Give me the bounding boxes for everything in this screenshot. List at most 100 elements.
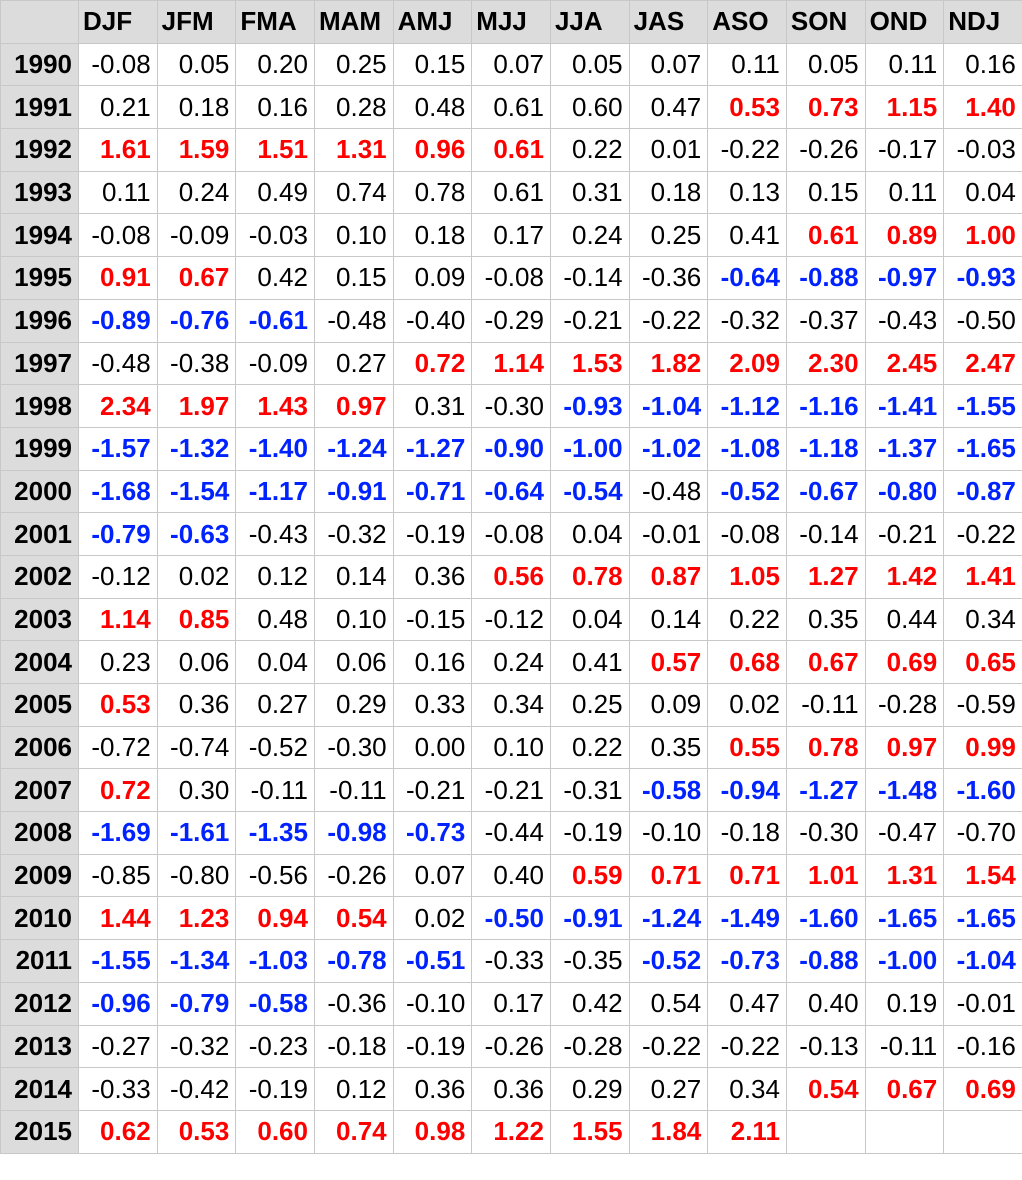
value-cell: 0.34 xyxy=(471,683,551,727)
value-cell: -0.73 xyxy=(707,939,787,983)
value-cell: 2.47 xyxy=(943,341,1022,386)
value-cell: 0.11 xyxy=(864,170,945,215)
value-cell: 0.33 xyxy=(392,683,473,727)
value-cell: 1.43 xyxy=(235,384,315,428)
value-cell: -0.70 xyxy=(943,811,1022,855)
value-cell: -0.19 xyxy=(549,811,630,855)
value-cell: 0.49 xyxy=(235,170,315,215)
column-header-jfm: JFM xyxy=(156,0,237,44)
value-cell: 2.30 xyxy=(785,341,866,386)
value-cell: -0.88 xyxy=(785,256,866,300)
value-cell: -0.36 xyxy=(628,256,709,300)
row-header-year: 2010 xyxy=(0,896,79,941)
value-cell: -0.71 xyxy=(392,469,473,514)
value-cell: -1.24 xyxy=(628,896,709,941)
table-row: 2000 -1.68 -1.54 -1.17 -0.91 -0.71 -0.64 -0.54-… xyxy=(0,469,1022,514)
value-cell: -0.08 xyxy=(78,42,158,87)
value-cell: 0.24 xyxy=(156,170,237,215)
row-header-year: 1994 xyxy=(0,213,79,258)
table-row: 1998 2.34 1.97 1.43 0.97 0.31 -0.30 -0.93 -1.04-… xyxy=(0,384,1022,428)
value-cell: 0.85 xyxy=(156,597,237,642)
value-cell: -0.78 xyxy=(313,939,394,983)
value-cell: 1.51 xyxy=(235,128,315,172)
value-cell: 2.45 xyxy=(864,341,945,386)
value-cell: 0.10 xyxy=(313,213,394,258)
value-cell: 0.17 xyxy=(471,981,551,1026)
value-cell: -0.73 xyxy=(392,811,473,855)
row-header-year: 2014 xyxy=(0,1067,79,1111)
value-cell: -1.08 xyxy=(707,426,787,471)
value-cell: 1.41 xyxy=(943,554,1022,599)
value-cell: 0.89 xyxy=(864,213,945,258)
value-cell: -0.64 xyxy=(471,469,551,514)
value-cell: -0.48 xyxy=(313,298,394,343)
value-cell: 0.14 xyxy=(313,554,394,599)
value-cell: 0.36 xyxy=(392,1067,473,1111)
value-cell: -1.34 xyxy=(156,939,237,983)
value-cell: -0.11 xyxy=(235,768,315,813)
value-cell: 0.59 xyxy=(549,853,630,898)
value-cell: -0.30 xyxy=(313,725,394,770)
table-row: 2011 -1.55 -1.34 -1.03 -0.78 -0.51 -0.33 -0.35-… xyxy=(0,939,1022,983)
value-cell: -0.19 xyxy=(235,1067,315,1111)
value-cell: -0.59 xyxy=(943,683,1022,727)
value-cell: 0.97 xyxy=(864,725,945,770)
value-cell: 0.91 xyxy=(78,256,158,300)
value-cell: 0.87 xyxy=(628,554,709,599)
value-cell: 0.41 xyxy=(707,213,787,258)
value-cell: 0.47 xyxy=(707,981,787,1026)
value-cell: -0.63 xyxy=(156,512,237,556)
column-header-djf: DJF xyxy=(78,0,158,44)
value-cell: -0.21 xyxy=(471,768,551,813)
value-cell: 0.54 xyxy=(785,1067,866,1111)
value-cell: 0.47 xyxy=(628,85,709,130)
value-cell: -0.94 xyxy=(707,768,787,813)
value-cell: 0.71 xyxy=(628,853,709,898)
header-row: DJF JFM FMA MAM AMJ MJJ JJA JAS ASO SON OND NDJ xyxy=(0,0,1022,44)
value-cell: 0.97 xyxy=(313,384,394,428)
table-row: 2006 -0.72 -0.74 -0.52 -0.30 0.00 0.10 0.22 0.35… xyxy=(0,725,1022,770)
value-cell: 0.31 xyxy=(392,384,473,428)
value-cell: 0.04 xyxy=(549,512,630,556)
value-cell: 0.31 xyxy=(549,170,630,215)
value-cell: -1.27 xyxy=(392,426,473,471)
value-cell: 0.25 xyxy=(313,42,394,87)
value-cell: -1.48 xyxy=(864,768,945,813)
value-cell: -1.02 xyxy=(628,426,709,471)
value-cell: -0.76 xyxy=(156,298,237,343)
value-cell: -0.67 xyxy=(785,469,866,514)
value-cell: -0.87 xyxy=(943,469,1022,514)
value-cell: -0.93 xyxy=(943,256,1022,300)
value-cell: 0.12 xyxy=(235,554,315,599)
table-row: 1999 -1.57 -1.32 -1.40 -1.24 -1.27 -0.90 -1.00-… xyxy=(0,426,1022,471)
value-cell: 1.22 xyxy=(471,1109,551,1154)
value-cell: -0.12 xyxy=(471,597,551,642)
value-cell: -1.12 xyxy=(707,384,787,428)
row-header-year: 1993 xyxy=(0,170,79,215)
value-cell: -0.22 xyxy=(943,512,1022,556)
value-cell: 0.57 xyxy=(628,640,709,684)
value-cell: -0.32 xyxy=(707,298,787,343)
value-cell: -0.03 xyxy=(235,213,315,258)
value-cell: -0.51 xyxy=(392,939,473,983)
value-cell: 0.55 xyxy=(707,725,787,770)
value-cell: 1.40 xyxy=(943,85,1022,130)
value-cell: -0.17 xyxy=(864,128,945,172)
value-cell: -0.09 xyxy=(156,213,237,258)
value-cell: 0.07 xyxy=(471,42,551,87)
value-cell: -1.00 xyxy=(864,939,945,983)
value-cell: -1.68 xyxy=(78,469,158,514)
value-cell: 0.29 xyxy=(313,683,394,727)
value-cell: -0.33 xyxy=(471,939,551,983)
value-cell: 0.29 xyxy=(549,1067,630,1111)
value-cell: -0.79 xyxy=(78,512,158,556)
value-cell: -1.16 xyxy=(785,384,866,428)
column-header-ond: OND xyxy=(864,0,945,44)
value-cell: 0.22 xyxy=(707,597,787,642)
value-cell: 0.62 xyxy=(78,1109,158,1154)
value-cell: -1.49 xyxy=(707,896,787,941)
row-header-year: 2002 xyxy=(0,554,79,599)
value-cell: 0.04 xyxy=(235,640,315,684)
value-cell: -0.79 xyxy=(156,981,237,1026)
value-cell: -0.36 xyxy=(313,981,394,1026)
